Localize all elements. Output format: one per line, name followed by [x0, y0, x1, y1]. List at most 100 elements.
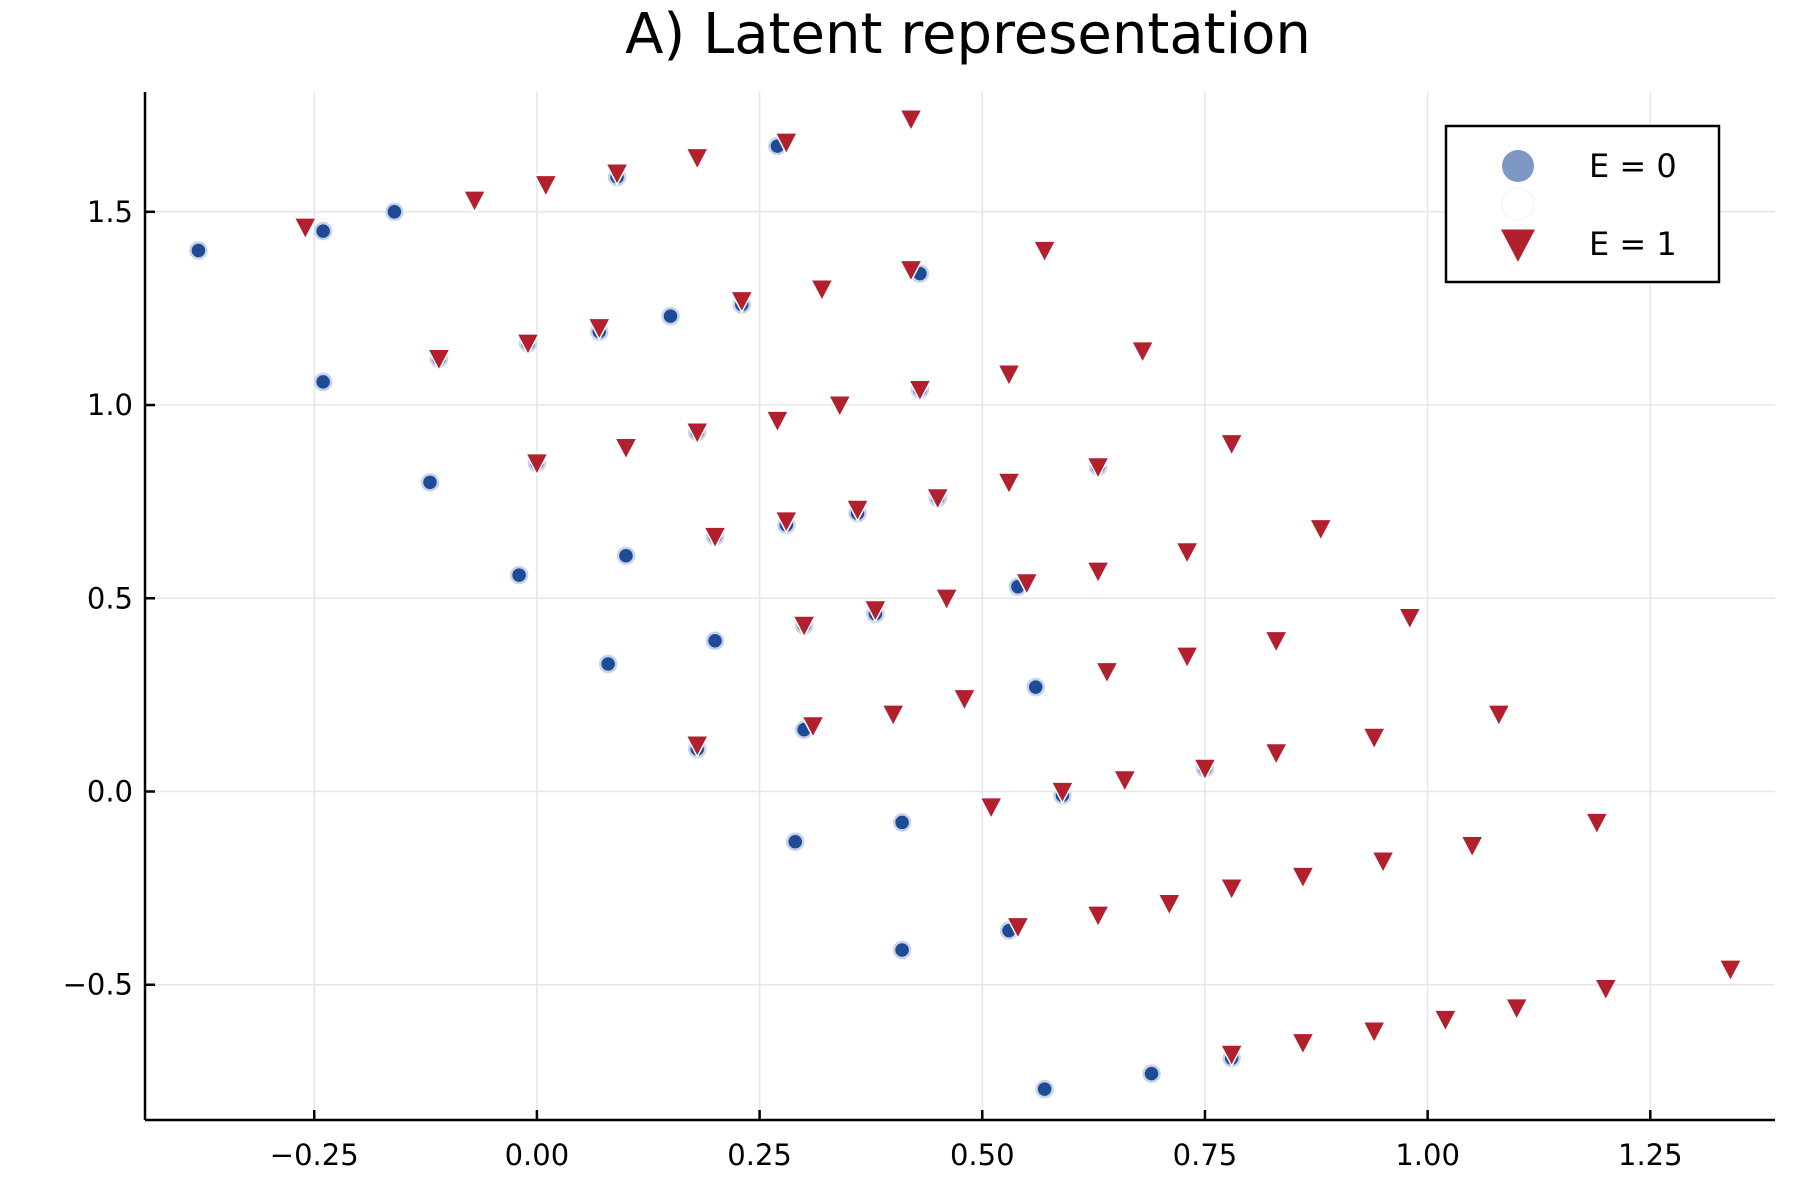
data-point-e1	[729, 290, 755, 314]
axes: −0.25 0.00 0.25 0.50 0.75 1.00 1.25 −0.5 0.0 0.5 1…	[63, 92, 1775, 1172]
x-tick-label: 0.25	[727, 1138, 792, 1172]
data-point-e1	[1085, 905, 1111, 929]
data-point-e1	[934, 588, 959, 612]
data-point-e1	[1219, 433, 1244, 457]
data-point-e0	[1035, 1079, 1054, 1099]
data-point-e1	[907, 379, 933, 403]
data-point-e1	[293, 217, 318, 241]
data-point-e1	[524, 452, 550, 477]
data-point-e1	[827, 394, 852, 419]
x-tick-label: 0.75	[1173, 1138, 1238, 1172]
data-point-e1	[1032, 240, 1057, 264]
data-point-e1	[702, 526, 728, 550]
data-point-e1	[996, 364, 1022, 388]
data-point-e1	[1014, 572, 1040, 596]
data-point-e1	[898, 259, 924, 283]
data-point-e1	[515, 333, 541, 357]
x-tick-label: 1.00	[1395, 1138, 1460, 1172]
data-point-e1	[684, 735, 710, 759]
data-point-e1	[1504, 997, 1529, 1022]
data-point-e1	[1192, 758, 1218, 782]
data-point-e0	[313, 372, 333, 392]
data-point-e1	[1157, 893, 1182, 917]
legend-marker-blank	[1501, 187, 1535, 221]
data-point-e1	[791, 615, 817, 639]
x-tick-label: −0.25	[270, 1138, 359, 1172]
data-point-e0	[661, 306, 680, 326]
data-point-e1	[1130, 340, 1155, 365]
data-point-e1	[604, 163, 630, 187]
data-point-e1	[587, 317, 612, 341]
x-tick-label: 0.50	[950, 1138, 1015, 1172]
data-point-e1	[774, 132, 799, 156]
data-point-e1	[1219, 1044, 1244, 1068]
data-point-e0	[313, 221, 333, 241]
data-point-e1	[1005, 916, 1031, 940]
data-point-e1	[898, 108, 924, 133]
data-point-e1	[1459, 835, 1485, 859]
data-point-e1	[1584, 812, 1610, 836]
data-point-e1	[1370, 850, 1396, 875]
data-point-e1	[1219, 878, 1244, 902]
data-point-e0	[509, 565, 529, 585]
data-points	[189, 108, 1743, 1099]
data-point-e1	[1433, 1009, 1458, 1033]
data-point-e0	[1142, 1064, 1161, 1083]
legend-marker-e0	[1502, 150, 1534, 182]
data-point-e1	[1308, 518, 1333, 542]
data-point-e1	[774, 510, 799, 535]
data-point-e1	[426, 348, 452, 372]
x-tick-label: 1.25	[1618, 1138, 1683, 1172]
grid	[145, 92, 1775, 1120]
data-point-e0	[616, 546, 636, 566]
y-tick-label: 0.0	[87, 775, 133, 809]
data-point-e1	[880, 704, 906, 728]
data-point-e1	[1085, 561, 1111, 585]
data-point-e1	[809, 278, 835, 303]
data-point-e0	[892, 940, 912, 960]
data-point-e1	[684, 147, 710, 171]
data-point-e1	[1486, 704, 1512, 728]
data-point-e1	[1593, 978, 1619, 1002]
y-tick-label: 1.5	[87, 195, 133, 229]
data-point-e1	[800, 715, 826, 739]
data-point-e1	[1174, 646, 1200, 670]
data-point-e1	[462, 190, 487, 214]
data-point-e1	[1174, 541, 1200, 566]
data-point-e1	[996, 472, 1022, 496]
data-point-e1	[1085, 456, 1111, 481]
legend-marker-e1	[1501, 229, 1535, 262]
data-point-e1	[1094, 661, 1120, 685]
data-point-e1	[1290, 866, 1316, 890]
data-point-e1	[952, 688, 977, 712]
legend-box	[1444, 124, 1721, 284]
data-point-e1	[845, 499, 870, 523]
data-point-e1	[613, 437, 639, 461]
data-point-e1	[684, 421, 710, 446]
legend: E = 0 E = 1	[1444, 124, 1721, 284]
y-tick-label: −0.5	[63, 968, 133, 1002]
data-point-e1	[1263, 630, 1289, 654]
data-point-e0	[892, 813, 912, 832]
data-point-e1	[1361, 727, 1387, 751]
chart-title: A) Latent representation	[625, 2, 1311, 67]
x-tick-label: 0.00	[505, 1138, 570, 1172]
data-point-e0	[385, 202, 404, 222]
data-point-e0	[189, 241, 208, 260]
data-point-e0	[420, 473, 440, 492]
y-tick-label: 1.0	[87, 388, 133, 422]
data-point-e1	[1361, 1021, 1387, 1045]
legend-label: E = 1	[1589, 225, 1677, 263]
data-point-e1	[533, 174, 559, 198]
data-point-e1	[1050, 781, 1075, 805]
data-point-e1	[765, 410, 790, 434]
data-point-e0	[598, 654, 618, 674]
legend-label: E = 0	[1589, 147, 1677, 185]
data-point-e1	[863, 599, 888, 624]
data-point-e1	[1718, 959, 1743, 983]
data-point-e1	[978, 796, 1004, 821]
y-tick-label: 0.5	[87, 581, 133, 615]
data-point-e1	[1112, 769, 1138, 794]
data-point-e0	[1026, 677, 1045, 697]
